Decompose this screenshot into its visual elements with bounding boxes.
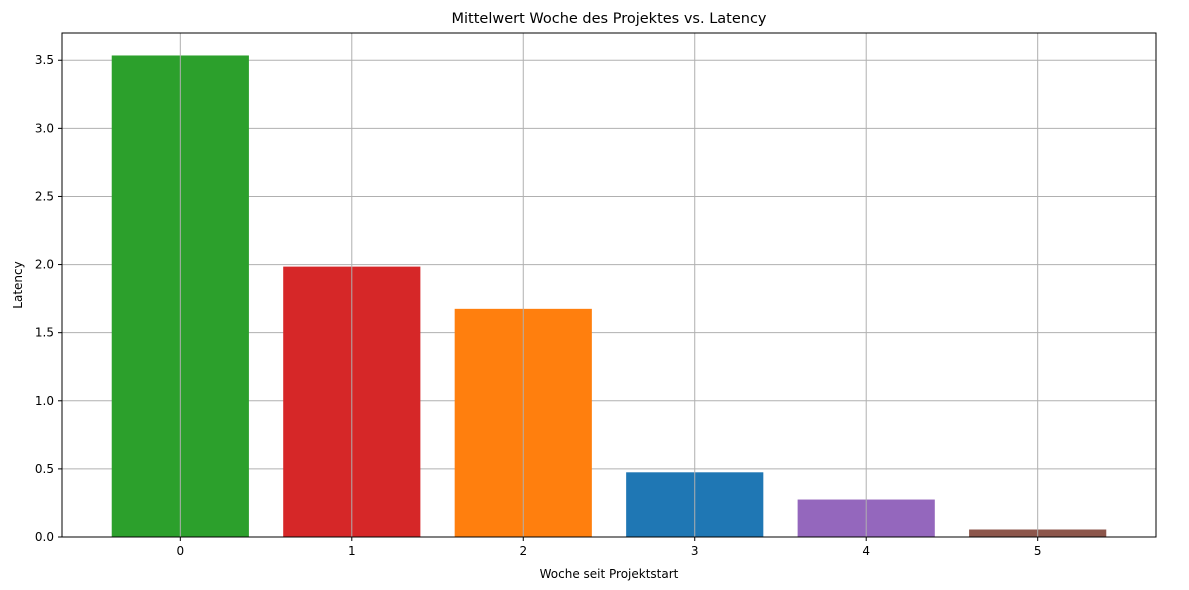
x-tick-label: 4 [862, 544, 870, 558]
y-tick-label: 1.5 [35, 326, 54, 340]
x-grid-layer [179, 33, 1039, 537]
y-tick-label: 2.0 [35, 258, 54, 272]
y-tick-label: 1.0 [35, 394, 54, 408]
y-tick-label: 0.0 [35, 530, 54, 544]
x-tick-label: 0 [176, 544, 184, 558]
chart-title: Mittelwert Woche des Projektes vs. Laten… [451, 11, 766, 27]
ticks-layer: 0.0 0.5 1.0 1.5 2.0 2.5 3.0 3.5 0 1 2 3 4 5 [35, 53, 1042, 558]
x-tick-label: 5 [1034, 544, 1042, 558]
x-tick-label: 2 [519, 544, 527, 558]
y-tick-label: 3.5 [35, 53, 54, 67]
x-axis-label: Woche seit Projektstart [540, 567, 679, 581]
x-tick-label: 1 [348, 544, 356, 558]
plot-frame [61, 32, 1157, 538]
y-tick-label: 3.0 [35, 121, 54, 135]
y-axis-label: Latency [11, 261, 25, 308]
y-tick-label: 2.5 [35, 189, 54, 203]
x-tick-label: 3 [691, 544, 699, 558]
y-tick-label: 0.5 [35, 462, 54, 476]
